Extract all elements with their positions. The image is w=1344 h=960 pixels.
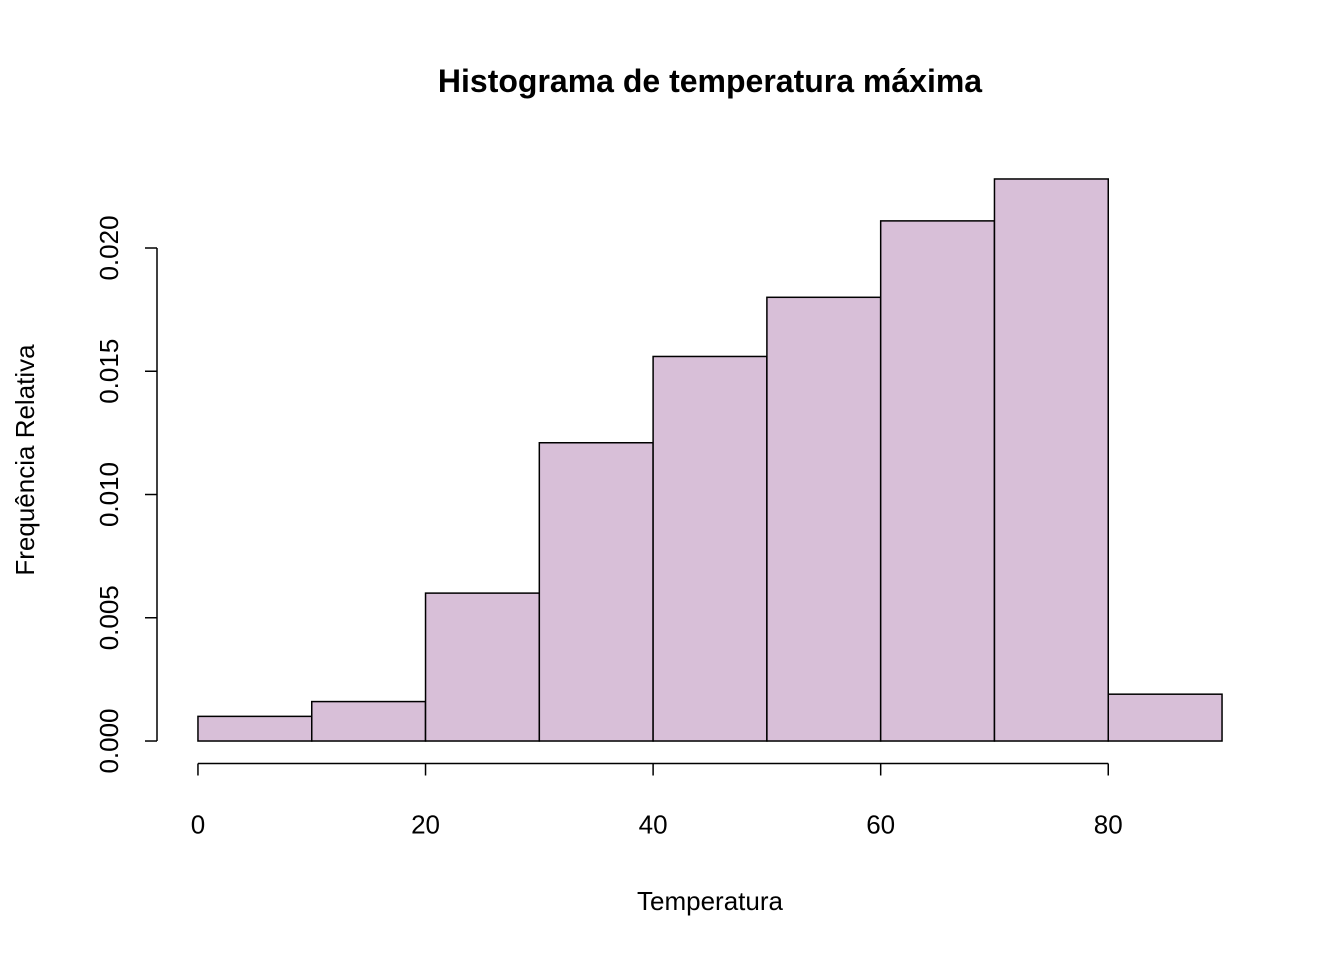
bar bbox=[197, 715, 313, 742]
chart-title: Histograma de temperatura máxima bbox=[438, 63, 982, 99]
x-tick-label: 60 bbox=[866, 810, 895, 840]
x-tick-label: 80 bbox=[1094, 810, 1123, 840]
y-tick-label: 0.020 bbox=[94, 215, 124, 280]
bar bbox=[652, 355, 768, 742]
bar bbox=[1107, 693, 1223, 742]
bar bbox=[424, 592, 541, 742]
bar bbox=[310, 700, 427, 742]
bar bbox=[538, 441, 654, 742]
bar bbox=[879, 220, 996, 742]
y-tick-label: 0.005 bbox=[94, 585, 124, 650]
bar bbox=[766, 296, 882, 742]
x-tick-label: 40 bbox=[639, 810, 668, 840]
y-tick-label: 0.010 bbox=[94, 462, 124, 527]
x-tick-label: 0 bbox=[191, 810, 205, 840]
bar bbox=[993, 178, 1110, 742]
y-tick-label: 0.000 bbox=[94, 708, 124, 773]
x-tick-label: 20 bbox=[411, 810, 440, 840]
y-tick-label: 0.015 bbox=[94, 339, 124, 404]
y-axis-label: Frequência Relativa bbox=[10, 344, 40, 576]
x-axis-label: Temperatura bbox=[637, 886, 783, 916]
